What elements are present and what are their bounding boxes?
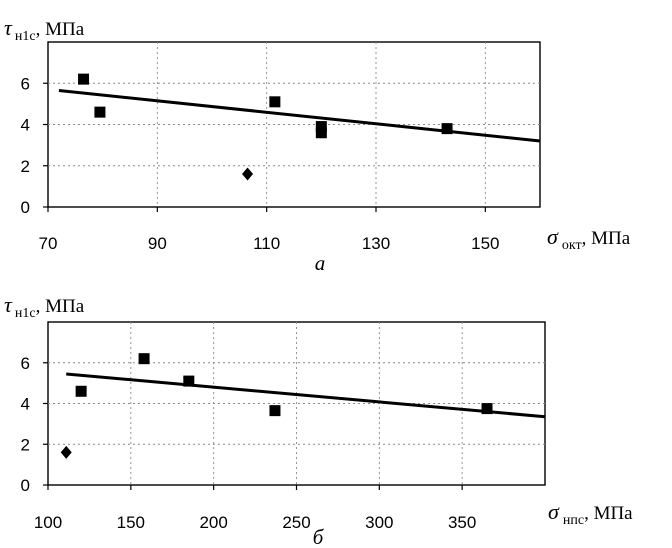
y-axis-label: τ н1с, МПа — [4, 292, 85, 321]
x-tick-label: 90 — [148, 234, 167, 253]
trend-line — [58, 88, 541, 143]
x-tick-label: 100 — [34, 513, 62, 532]
x-tick-label: 130 — [362, 234, 390, 253]
y-axis-unit: , МПа — [36, 19, 85, 40]
y-tick-label: 4 — [21, 395, 30, 414]
trend-line — [66, 372, 546, 419]
y-tick-label: 6 — [21, 74, 30, 93]
y-axis-symbol: τ — [4, 292, 13, 317]
data-point-square — [269, 96, 281, 108]
data-point-square — [481, 403, 493, 415]
y-tick-label: 0 — [21, 476, 30, 495]
data-point-square — [441, 123, 453, 135]
x-tick-label: 70 — [39, 234, 58, 253]
data-point-diamond — [60, 445, 72, 459]
x-axis-symbol: σ — [547, 224, 559, 249]
y-axis-label: τ н1с, МПа — [4, 15, 85, 44]
data-point-square — [138, 353, 150, 365]
y-tick-label: 2 — [21, 435, 30, 454]
x-tick-label: 110 — [253, 234, 280, 253]
y-tick-label: 4 — [21, 116, 30, 135]
data-point-square — [269, 405, 281, 417]
y-axis-subscript: н1с — [15, 306, 36, 321]
data-point-square — [75, 385, 87, 397]
y-axis-subscript: н1с — [15, 29, 36, 44]
x-axis-label: σ окт, МПа — [547, 224, 631, 253]
x-tick-label: 250 — [282, 513, 310, 532]
y-tick-label: 0 — [21, 198, 30, 217]
x-tick-label: 200 — [199, 513, 227, 532]
x-axis-subscript: нпс — [563, 513, 584, 528]
x-axis-symbol: σ — [548, 499, 560, 524]
data-point-square — [94, 106, 106, 118]
x-tick-label: 300 — [365, 513, 393, 532]
x-tick-label: 150 — [117, 513, 145, 532]
y-tick-label: 6 — [21, 354, 30, 373]
x-axis-unit: , МПа — [582, 228, 631, 249]
x-axis-subscript: окт — [562, 238, 582, 253]
panel-label: а — [315, 251, 326, 275]
y-axis-symbol: τ — [4, 15, 13, 40]
x-axis-unit: , МПа — [584, 503, 633, 524]
y-axis-unit: , МПа — [36, 296, 85, 317]
x-tick-label: 150 — [471, 234, 499, 253]
data-point-diamond — [242, 167, 254, 181]
data-point-square — [315, 127, 327, 139]
data-point-square — [183, 375, 195, 387]
y-tick-label: 2 — [21, 157, 30, 176]
x-axis-label: σ нпс, МПа — [548, 499, 633, 528]
x-tick-label: 350 — [448, 513, 476, 532]
data-point-square — [78, 73, 90, 85]
data-point-square — [315, 121, 327, 133]
panel-label: б — [313, 525, 325, 548]
